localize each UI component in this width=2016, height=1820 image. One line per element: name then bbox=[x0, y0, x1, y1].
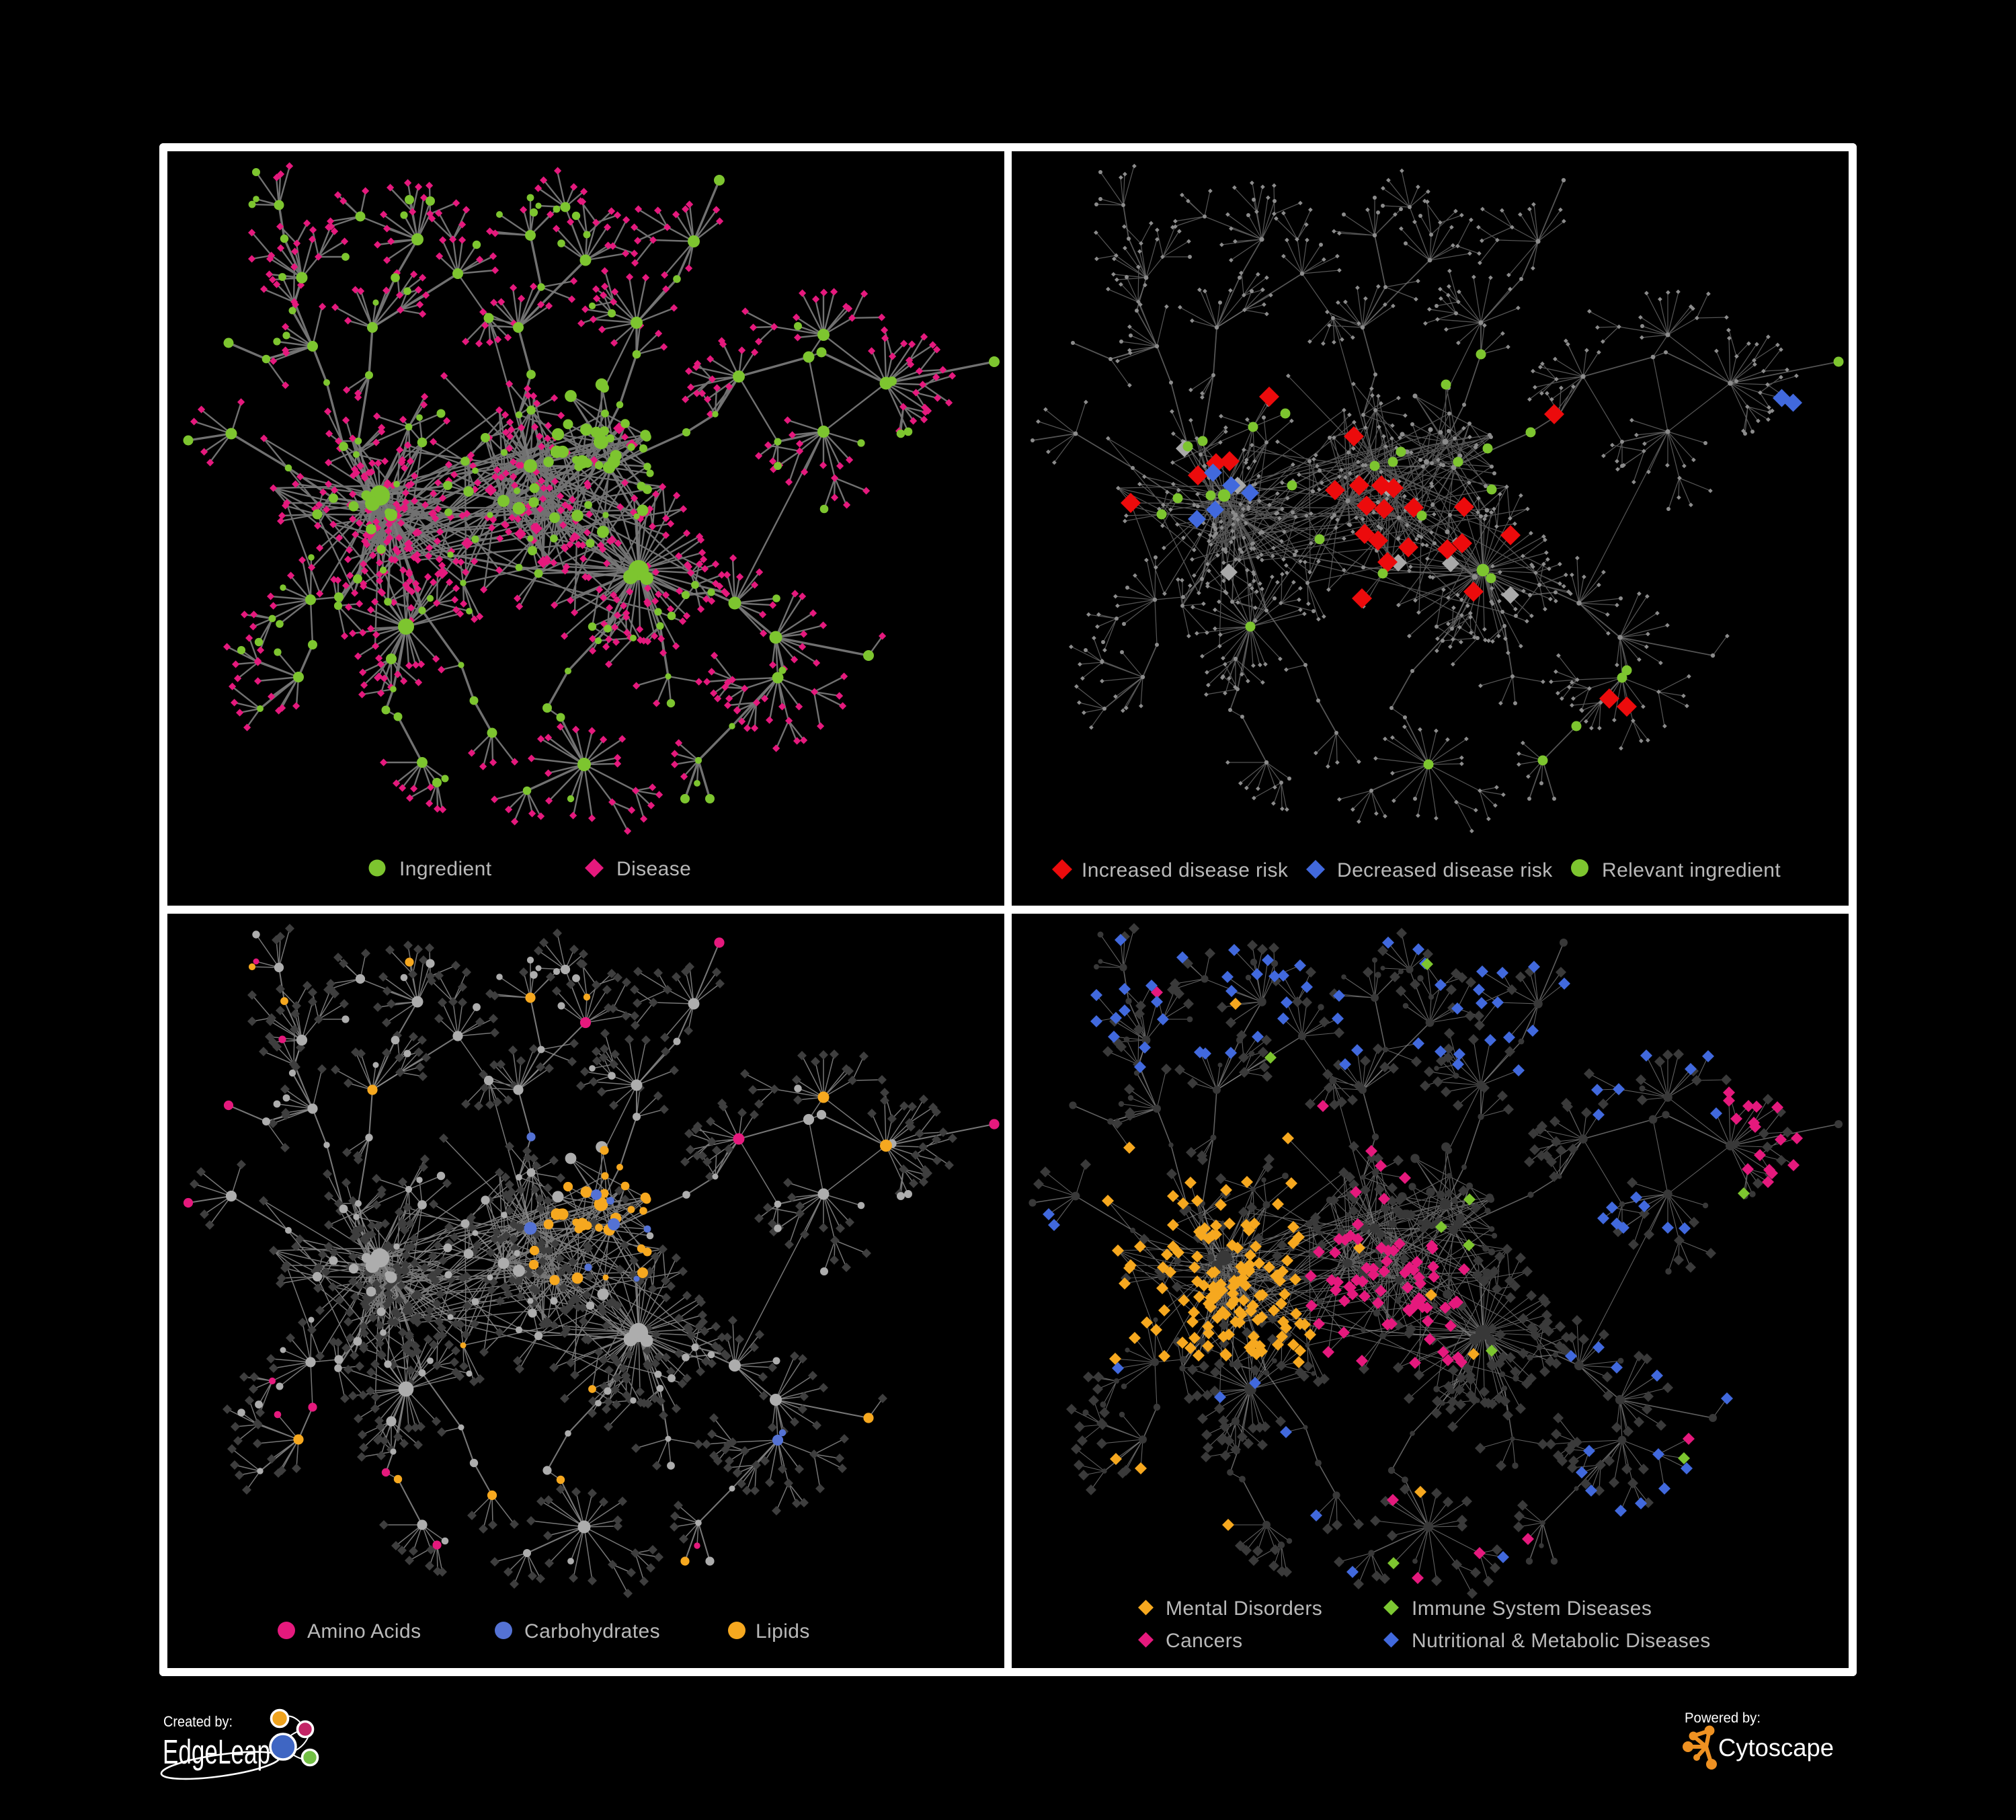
svg-text:Carbohydrates: Carbohydrates bbox=[524, 1620, 660, 1643]
svg-text:Decreased disease risk: Decreased disease risk bbox=[1337, 859, 1553, 881]
svg-text:Created by:: Created by: bbox=[163, 1713, 233, 1730]
svg-text:Ingredient: Ingredient bbox=[399, 858, 492, 880]
svg-text:Immune System Diseases: Immune System Diseases bbox=[1412, 1597, 1652, 1620]
svg-text:Relevant ingredient: Relevant ingredient bbox=[1602, 859, 1781, 881]
svg-text:Disease: Disease bbox=[616, 858, 691, 880]
svg-text:Amino Acids: Amino Acids bbox=[307, 1620, 421, 1643]
svg-text:Powered by:: Powered by: bbox=[1685, 1710, 1761, 1726]
svg-text:Lipids: Lipids bbox=[756, 1620, 810, 1643]
svg-text:Mental Disorders: Mental Disorders bbox=[1166, 1597, 1322, 1620]
svg-text:Cytoscape: Cytoscape bbox=[1718, 1734, 1834, 1762]
svg-text:EdgeLeap: EdgeLeap bbox=[163, 1733, 270, 1771]
svg-text:Increased disease risk: Increased disease risk bbox=[1082, 859, 1289, 881]
svg-text:Nutritional & Metabolic Diseas: Nutritional & Metabolic Diseases bbox=[1412, 1630, 1711, 1652]
svg-text:Cancers: Cancers bbox=[1166, 1630, 1243, 1652]
